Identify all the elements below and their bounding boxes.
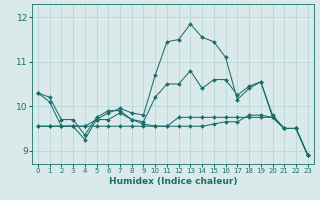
X-axis label: Humidex (Indice chaleur): Humidex (Indice chaleur) xyxy=(108,177,237,186)
